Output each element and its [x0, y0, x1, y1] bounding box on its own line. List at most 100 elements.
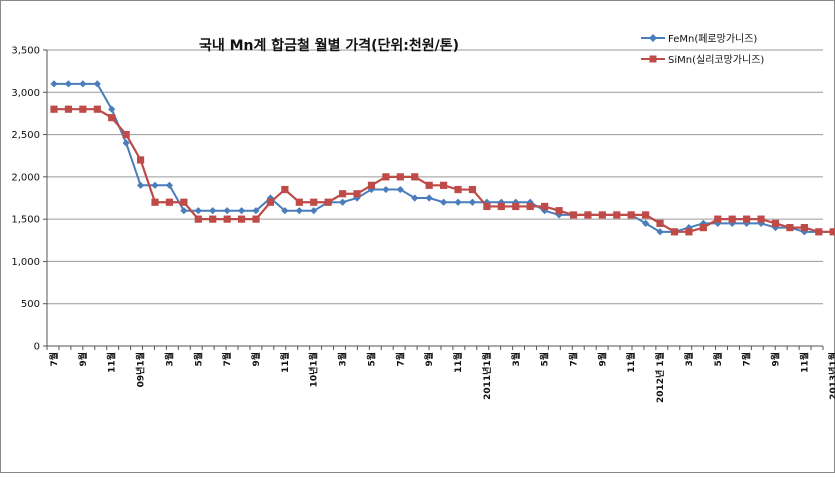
data-point — [194, 215, 202, 223]
legend-item-simn: SiMn(실리코망가니즈) — [641, 54, 764, 66]
data-point — [483, 198, 491, 206]
data-point — [627, 211, 635, 219]
gridlines — [47, 49, 823, 305]
chart-title: 국내 Mn계 합금철 월별 가격(단위:천원/톤) — [199, 37, 459, 54]
data-point — [108, 114, 116, 122]
data-point — [194, 207, 202, 215]
data-point — [512, 202, 520, 211]
data-point — [613, 211, 621, 219]
data-point — [656, 219, 664, 227]
legend: FeMn(페로망가니즈) SiMn(실리코망가니즈) — [641, 33, 764, 66]
x-tick-label: 9월 — [77, 352, 89, 367]
series-simn — [50, 105, 835, 236]
data-point — [151, 181, 159, 189]
x-tick-label: 9월 — [596, 352, 608, 367]
series-line — [54, 82, 835, 233]
data-point — [497, 202, 505, 211]
data-point — [136, 156, 145, 164]
y-tick-label: 2,500 — [11, 130, 40, 141]
data-point — [728, 215, 736, 223]
data-point — [93, 80, 101, 88]
series-line — [54, 108, 835, 233]
data-point — [165, 181, 174, 189]
data-point — [93, 105, 101, 113]
data-point — [569, 211, 578, 219]
data-point — [541, 202, 549, 211]
data-point — [598, 211, 606, 219]
data-point — [425, 194, 433, 202]
data-point — [180, 198, 188, 206]
data-point — [468, 198, 477, 206]
data-point — [339, 198, 347, 206]
data-point — [108, 105, 116, 113]
x-tick-label: 5월 — [539, 352, 551, 367]
axes — [43, 49, 824, 350]
data-point — [425, 181, 433, 189]
data-point — [209, 215, 217, 223]
data-point — [555, 207, 563, 215]
data-point — [656, 228, 664, 236]
data-point — [367, 181, 376, 189]
x-tick-label: 9월 — [423, 352, 435, 367]
legend-label-simn: SiMn(실리코망가니즈) — [668, 54, 764, 66]
data-point — [209, 207, 217, 215]
x-tick-label: 11월 — [279, 352, 291, 373]
x-axis-ticks: 7월 9월 11월 09년1월 3월 5월 7월 9월 11월 10년1월 3월 5월 7월 9월 11월 2… — [48, 352, 835, 403]
legend-marker-femn — [649, 34, 657, 42]
x-tick-label: 9월 — [770, 352, 782, 367]
x-tick-label: 5월 — [712, 352, 724, 367]
legend-label-femn: FeMn(페로망가니즈) — [668, 33, 757, 45]
series-femn — [50, 80, 835, 236]
data-point — [79, 105, 87, 113]
x-tick-label: 11월 — [106, 352, 118, 373]
data-point — [396, 173, 404, 181]
x-tick-label: 2013년1월 — [827, 352, 835, 400]
data-point — [223, 207, 231, 215]
x-tick-label: 3월 — [683, 352, 695, 367]
data-point — [295, 198, 303, 206]
data-point — [800, 224, 808, 232]
data-point — [642, 211, 650, 219]
data-point — [743, 215, 751, 223]
data-point — [281, 207, 289, 215]
data-point — [237, 207, 246, 215]
data-point — [324, 198, 332, 206]
data-point — [454, 185, 462, 194]
data-point — [50, 80, 58, 88]
data-point — [670, 228, 679, 236]
data-point — [411, 173, 419, 181]
data-point — [699, 224, 707, 232]
y-tick-label: 0 — [34, 342, 40, 353]
x-tick-label: 7월 — [741, 352, 753, 367]
data-point — [180, 207, 188, 215]
x-tick-label: 3월 — [510, 352, 522, 367]
x-tick-label: 3월 — [337, 352, 349, 367]
data-point — [685, 228, 693, 236]
data-point — [526, 202, 534, 211]
data-point — [252, 207, 260, 215]
x-tick-label: 2011년1월 — [481, 352, 493, 400]
y-tick-label: 1,000 — [11, 257, 40, 268]
data-point — [771, 219, 780, 227]
y-tick-label: 3,000 — [11, 88, 40, 99]
data-point — [310, 207, 318, 215]
data-point — [252, 215, 260, 223]
data-point — [440, 198, 448, 206]
data-point — [281, 185, 289, 194]
data-point — [353, 194, 361, 202]
data-point — [64, 105, 73, 113]
data-point — [440, 181, 448, 189]
x-tick-label: 2012년 1월 — [654, 352, 666, 403]
x-tick-label: 11월 — [452, 352, 464, 373]
data-point — [266, 198, 275, 206]
x-tick-label: 7월 — [221, 352, 233, 367]
x-tick-label: 9월 — [250, 352, 262, 367]
data-point — [757, 215, 765, 223]
x-tick-label: 11월 — [625, 352, 637, 373]
x-tick-label: 7월 — [394, 352, 406, 367]
data-point — [64, 80, 73, 88]
data-point — [136, 181, 145, 189]
legend-marker-simn — [649, 55, 657, 63]
